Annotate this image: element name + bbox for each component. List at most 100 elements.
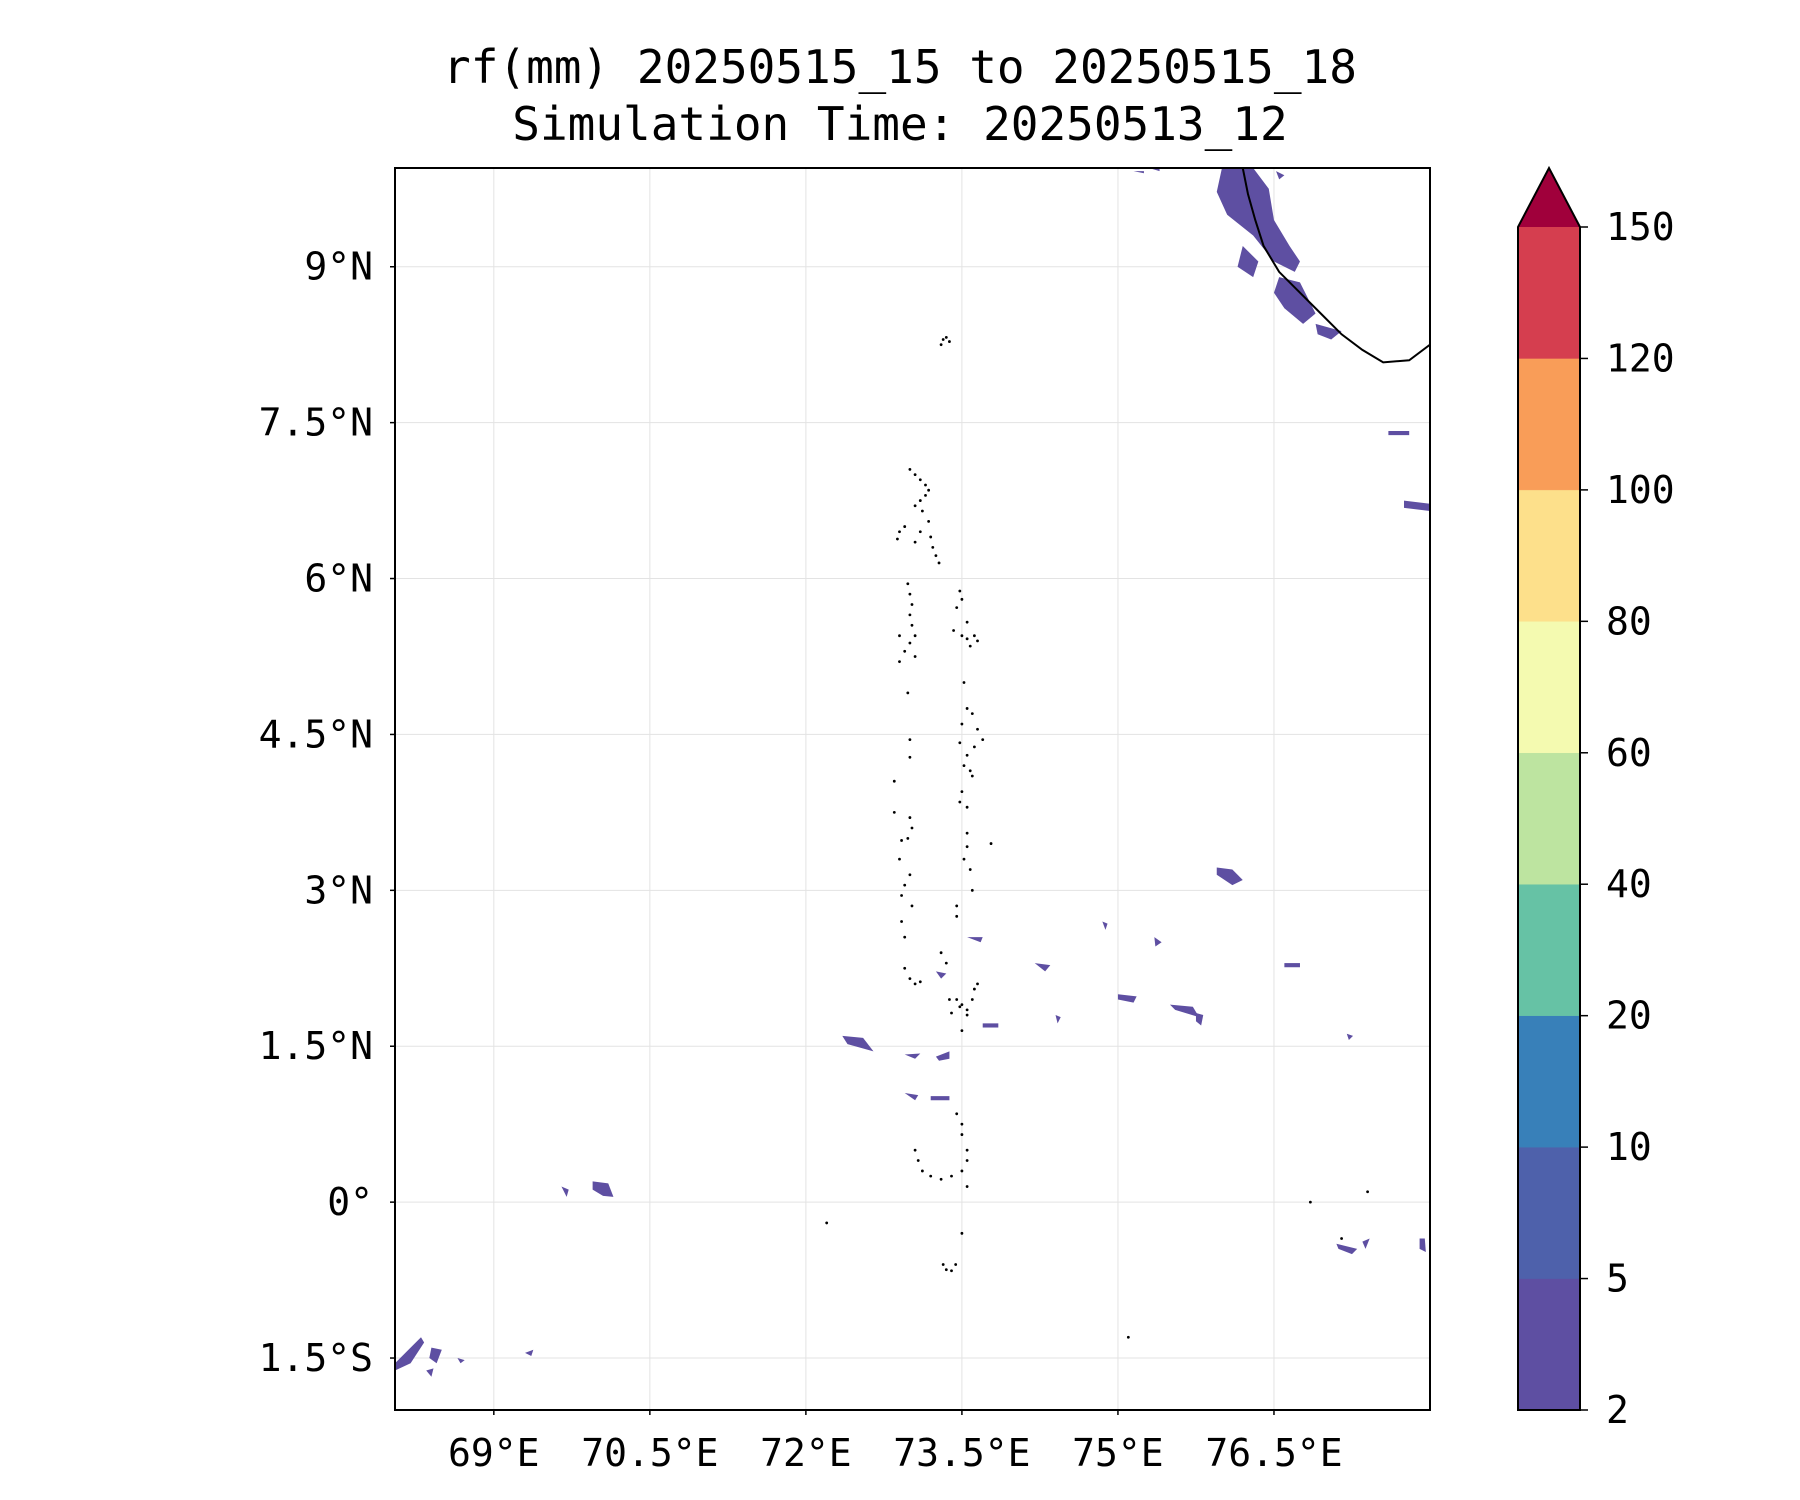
y-tick-label: 4.5°N — [259, 712, 373, 756]
atoll-dot — [944, 336, 948, 339]
atoll-dot — [908, 738, 912, 742]
atoll-dot — [1340, 1237, 1343, 1240]
atoll-dot — [960, 634, 964, 638]
atoll-dot — [913, 982, 917, 986]
atoll-dot — [1126, 1335, 1130, 1339]
atoll-dot — [941, 1263, 945, 1266]
gridlines — [395, 168, 1430, 1410]
atoll-dot — [913, 504, 917, 508]
rain-patch — [1216, 168, 1300, 272]
atoll-dot — [920, 509, 924, 513]
atoll-dot — [972, 634, 976, 638]
colorbar-segment — [1517, 358, 1581, 491]
atoll-dot — [960, 722, 964, 726]
map-frame — [394, 167, 1431, 1411]
coastline-line — [1241, 168, 1430, 364]
atoll-dot — [939, 951, 943, 955]
rain-patch — [904, 1093, 919, 1101]
atoll-dot — [927, 519, 931, 523]
atoll-dot — [950, 1269, 953, 1273]
atoll-dot — [825, 1221, 829, 1225]
atoll-dot — [908, 468, 912, 471]
atoll-dot — [937, 561, 941, 565]
rain-patch — [1388, 430, 1410, 436]
atoll-dot — [968, 868, 972, 871]
atoll-dot — [908, 873, 912, 877]
rain-patch — [1346, 1033, 1354, 1040]
atoll-dot — [965, 1008, 969, 1012]
colorbar-tick-label: 100 — [1606, 468, 1675, 512]
atoll-dot — [913, 655, 917, 658]
chart-title-line-2: Simulation Time: 20250513_12 — [512, 97, 1288, 151]
colorbar-tick-label: 120 — [1606, 336, 1675, 380]
y-tick-label: 6°N — [304, 557, 373, 601]
atoll-dot — [906, 691, 910, 695]
rain-patch — [1237, 245, 1259, 278]
atoll-dot — [962, 857, 966, 861]
atoll-dot — [965, 707, 969, 710]
atoll-dot — [960, 1122, 964, 1126]
atoll-dot — [950, 1011, 953, 1015]
atoll-dot — [903, 649, 907, 653]
atoll-dot — [970, 998, 974, 1001]
atoll-dot — [913, 634, 917, 638]
atoll-dot — [958, 800, 962, 804]
atoll-dot — [913, 540, 917, 544]
atoll-dot — [908, 613, 912, 617]
atoll-dot — [955, 904, 959, 908]
atoll-dot — [976, 982, 979, 986]
rain-patch — [1284, 963, 1300, 968]
colorbar-tick-label: 60 — [1606, 731, 1652, 775]
rain-patch — [1276, 171, 1285, 180]
atoll-dot — [918, 499, 922, 502]
rain-patch — [592, 1181, 614, 1197]
coastline — [1241, 168, 1430, 364]
atoll-dot — [939, 1177, 943, 1181]
colorbar-tick-label: 80 — [1606, 599, 1652, 643]
atoll-dot — [896, 537, 899, 541]
rain-patch — [1315, 323, 1342, 340]
atoll-dot — [944, 961, 948, 965]
atoll-dot — [920, 1169, 924, 1173]
atoll-dot — [960, 597, 964, 601]
rainfall-patches — [395, 168, 1430, 1377]
atoll-dot — [910, 904, 914, 908]
chart-title-line-1: rf(mm) 20250515_15 to 20250515_18 — [443, 40, 1357, 94]
atoll-dot — [898, 660, 901, 664]
x-tick-label: 69°E — [448, 1431, 540, 1475]
x-tick-label: 72°E — [760, 1431, 852, 1475]
atoll-dot — [910, 603, 914, 606]
colorbar-segment — [1517, 752, 1581, 885]
x-tick-label: 76.5°E — [1205, 1431, 1342, 1475]
atoll-dot — [944, 1268, 948, 1272]
atoll-dot — [955, 1112, 959, 1116]
rain-patch — [1419, 1238, 1426, 1253]
atoll-dot — [913, 1148, 917, 1152]
atoll-dot — [965, 1159, 969, 1162]
colorbar: 2 5 10 20 40 60 80 100 120 150 — [1517, 165, 1675, 1432]
atoll-dot — [918, 530, 922, 534]
colorbar-tick-label: 40 — [1606, 862, 1652, 906]
atoll-dot — [968, 644, 972, 648]
rain-patch — [426, 1368, 434, 1377]
atoll-dot — [913, 473, 917, 477]
atoll-dot — [916, 1159, 920, 1162]
atoll-dot — [900, 894, 903, 897]
colorbar-tick-label: 5 — [1606, 1257, 1629, 1301]
rain-patch — [904, 1053, 921, 1059]
atoll-dot — [962, 764, 966, 768]
atoll-dot — [1308, 1200, 1312, 1204]
rain-patch — [1102, 921, 1108, 930]
colorbar-tick-label: 150 — [1606, 205, 1675, 249]
colorbar-extend-arrow — [1518, 168, 1580, 227]
atoll-dot — [965, 620, 969, 624]
y-tick-label: 1.5°S — [259, 1336, 373, 1380]
atoll-dot — [962, 681, 966, 684]
atoll-dot — [970, 774, 974, 778]
atoll-dot — [1366, 1190, 1369, 1194]
atoll-dot — [965, 1148, 969, 1152]
atoll-dot — [908, 592, 912, 596]
rain-patch — [1336, 1243, 1358, 1255]
y-tick-label: 3°N — [304, 868, 373, 912]
atoll-dot — [954, 1263, 958, 1266]
